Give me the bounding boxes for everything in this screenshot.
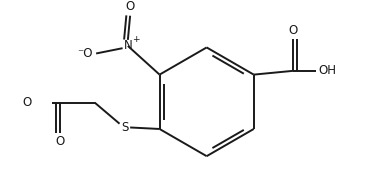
Text: N: N bbox=[124, 39, 132, 53]
Text: S: S bbox=[121, 121, 128, 134]
Text: O: O bbox=[55, 135, 64, 148]
Text: +: + bbox=[132, 35, 139, 44]
Text: OH: OH bbox=[319, 64, 337, 77]
Text: O: O bbox=[125, 1, 135, 14]
Text: ⁻O: ⁻O bbox=[78, 47, 93, 60]
Text: O: O bbox=[289, 24, 298, 37]
Text: O: O bbox=[23, 96, 32, 109]
